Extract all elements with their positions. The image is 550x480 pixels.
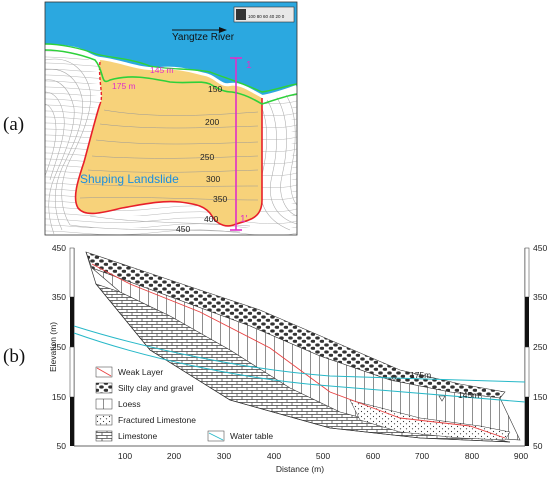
legend-swatch-silty (95, 382, 113, 394)
label-200: 200 (205, 117, 219, 127)
water-label-175: 175m (410, 370, 431, 380)
legend: Weak Layer Silty clay and gravel Loess F… (95, 366, 273, 442)
x-axis-title: Distance (m) (276, 464, 324, 474)
legend-label-weak: Weak Layer (118, 367, 163, 377)
label-175m: 175 m (112, 81, 136, 91)
landslide-body (75, 60, 263, 226)
contour-145m (45, 43, 297, 93)
water-marker-175 (390, 375, 398, 382)
legend-label-loess: Loess (118, 399, 141, 409)
y-tick-left-150: 150 (52, 392, 66, 402)
x-tick-200: 200 (167, 451, 181, 461)
x-tick-900: 900 (514, 451, 528, 461)
bedrock-line (85, 251, 511, 443)
legend-swatch-limestone (95, 430, 113, 442)
stratum-fractured-limestone (349, 399, 511, 441)
section-bottom-label: 1' (240, 214, 248, 225)
legend-label-fractured: Fractured Limestone (118, 415, 196, 425)
legend-label-silty: Silty clay and gravel (118, 383, 194, 393)
x-tick-300: 300 (217, 451, 231, 461)
label-145m: 145 m (150, 65, 174, 75)
legend-water-line (208, 432, 224, 441)
label-150: 150 (208, 84, 222, 94)
label-400: 400 (204, 214, 218, 224)
water-table-145 (73, 332, 526, 403)
legend-swatch-fractured (95, 414, 113, 426)
map-frame (44, 1, 298, 236)
x-tick-500: 500 (316, 451, 330, 461)
panel-a-label: (a) (3, 114, 25, 135)
panel-b-label: (b) (3, 346, 26, 367)
stratum-loess (91, 267, 521, 441)
weak-layer-line (91, 263, 506, 439)
legend-swatch-loess (95, 398, 113, 410)
landslide-contours (79, 109, 259, 201)
left-scale-bar (69, 247, 75, 446)
water-label-145: 145m (458, 390, 479, 400)
water-marker-145 (438, 395, 446, 402)
label-300: 300 (206, 174, 220, 184)
y-tick-right-50: 50 (533, 441, 543, 451)
landslide-boundary (74, 98, 263, 227)
section-top-label: 1 (246, 60, 252, 71)
contour-175m (45, 49, 297, 105)
x-tick-600: 600 (366, 451, 380, 461)
x-tick-400: 400 (267, 451, 281, 461)
y-tick-right-450: 450 (533, 243, 547, 253)
label-350: 350 (213, 194, 227, 204)
y-tick-left-450: 450 (52, 243, 66, 253)
y-tick-left-350: 350 (52, 292, 66, 302)
x-tick-800: 800 (465, 451, 479, 461)
map-panel: 1 1' Yangtze River 145 m 175 m 150 200 2… (45, 2, 297, 235)
legend-label-water: Water table (230, 431, 273, 441)
legend-weak-line (96, 367, 112, 377)
legend-label-limestone: Limestone (118, 431, 157, 441)
y-tick-right-150: 150 (533, 392, 547, 402)
y-tick-left-50: 50 (57, 441, 67, 451)
water-table-175 (73, 325, 526, 383)
cross-section-panel: 175m 145m 450 350 250 150 50 450 350 250… (48, 243, 547, 474)
label-450: 450 (176, 224, 190, 234)
x-tick-100: 100 (118, 451, 132, 461)
yangtze-river (45, 2, 297, 98)
river-name: Yangtze River (172, 32, 235, 43)
y-tick-right-250: 250 (533, 342, 547, 352)
x-tick-700: 700 (415, 451, 429, 461)
scale-bar: 100 80 60 40 20 0 (233, 6, 295, 23)
y-tick-left-250: 250 (52, 342, 66, 352)
label-250: 250 (200, 152, 214, 162)
landslide-name: Shuping Landslide (80, 172, 179, 186)
right-scale-bar (524, 247, 530, 446)
y-axis-title: Elevation (m) (48, 322, 58, 372)
scale-bar-text: 100 80 60 40 20 0 (248, 14, 285, 19)
y-tick-right-350: 350 (533, 292, 547, 302)
